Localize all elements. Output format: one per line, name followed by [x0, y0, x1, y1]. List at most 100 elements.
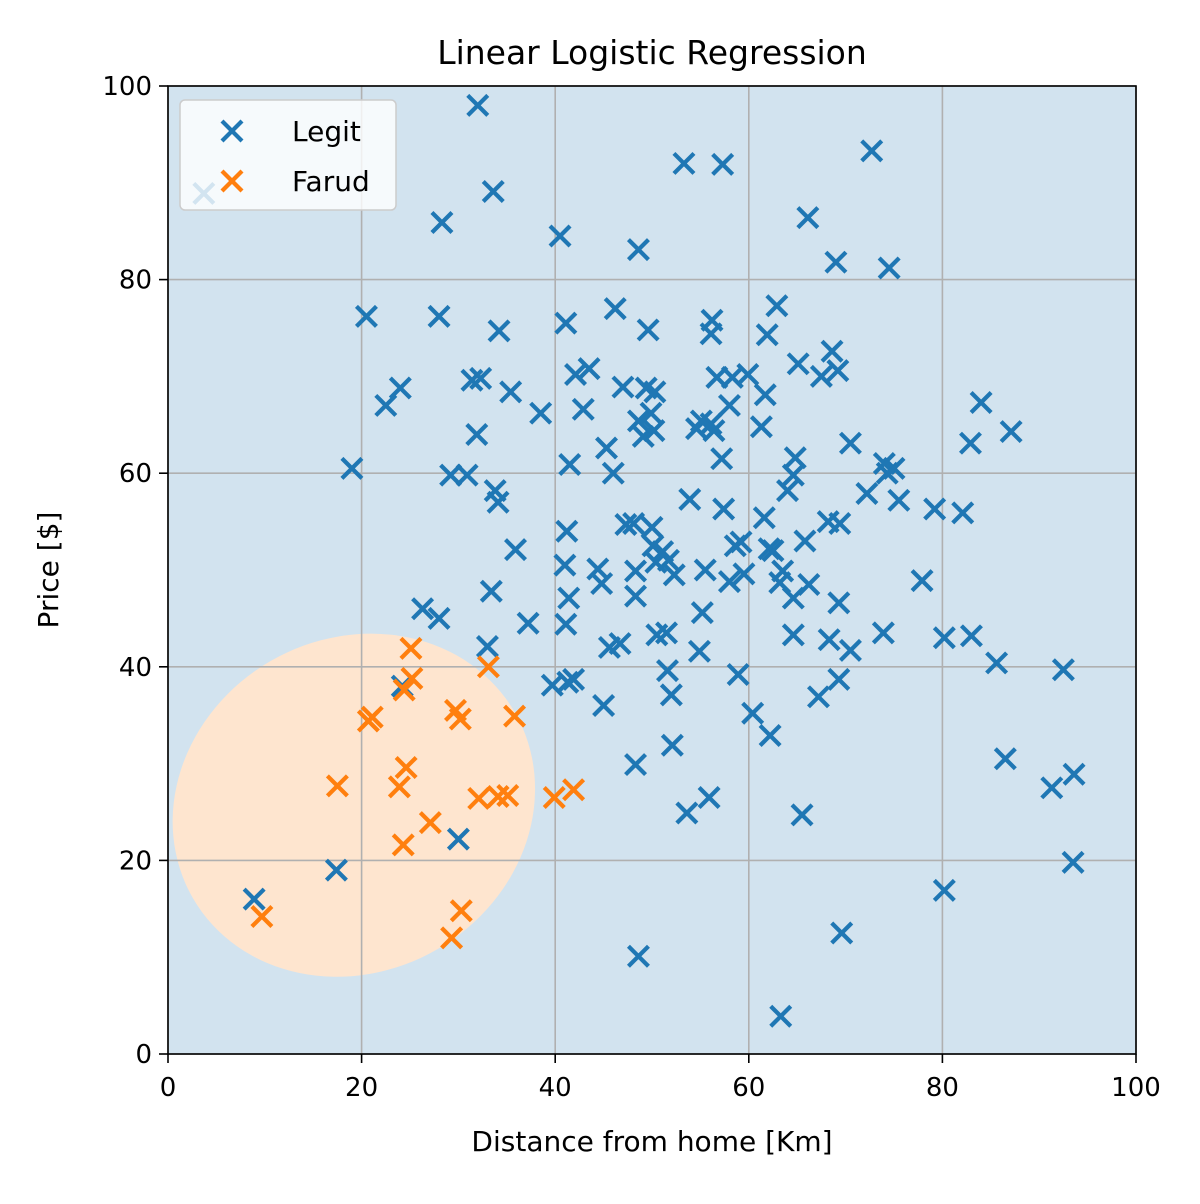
legit-point: [741, 701, 765, 725]
legit-point: [672, 151, 696, 175]
legit-point: [1040, 776, 1064, 800]
legit-point: [796, 206, 820, 230]
legit-point: [838, 431, 862, 455]
legend-marker-farud: [220, 169, 244, 193]
legit-point: [558, 453, 582, 476]
legit-point: [830, 921, 854, 945]
legit-point: [659, 683, 683, 707]
legit-point: [504, 538, 527, 562]
legit-point: [755, 323, 779, 347]
legit-point: [783, 446, 807, 470]
legit-point: [626, 238, 650, 262]
legit-point: [439, 463, 463, 487]
x-tick-label: 20: [345, 1073, 378, 1103]
legit-point: [726, 663, 750, 687]
legit-point: [824, 250, 848, 274]
legit-point: [571, 397, 595, 421]
farud-point: [250, 905, 274, 929]
legit-point: [590, 572, 614, 596]
legit-point: [871, 621, 895, 645]
legit-point: [887, 488, 911, 512]
legit-point: [827, 591, 851, 615]
y-tick-label: 0: [135, 1040, 152, 1070]
legit-point: [548, 224, 572, 248]
legit-point: [562, 667, 586, 691]
legit-point: [729, 530, 753, 554]
legit-point: [736, 362, 760, 386]
legit-point: [577, 357, 601, 381]
legit-point: [354, 304, 378, 328]
legit-point: [699, 412, 723, 436]
legit-point: [603, 297, 627, 321]
legit-point: [749, 415, 773, 439]
legit-point: [481, 180, 505, 203]
legit-point: [465, 422, 489, 446]
legit-point: [752, 506, 776, 530]
legit-point: [910, 569, 934, 593]
legit-point: [466, 93, 490, 117]
x-axis-label: Distance from home [Km]: [471, 1125, 832, 1158]
legit-point: [776, 479, 800, 503]
legit-point: [486, 490, 510, 514]
legit-point: [700, 308, 724, 332]
legit-point: [614, 513, 638, 536]
legit-point: [516, 611, 540, 635]
farud-point: [394, 755, 418, 779]
farud-point: [449, 899, 473, 923]
legit-point: [771, 559, 795, 583]
legit-point: [611, 375, 635, 399]
legit-point: [793, 529, 817, 553]
legit-point: [828, 512, 852, 536]
legit-point: [797, 573, 821, 597]
legit-point: [660, 733, 684, 757]
farud-point: [360, 705, 384, 729]
legit-point: [786, 352, 810, 376]
legit-point: [601, 461, 625, 485]
x-tick-label: 60: [732, 1073, 765, 1103]
farud-point: [562, 778, 586, 802]
legit-point: [1062, 762, 1086, 786]
farud-point: [496, 784, 520, 808]
legit-point: [827, 667, 851, 691]
legit-point: [769, 1004, 793, 1028]
legit-point: [487, 319, 511, 343]
farud-point: [448, 707, 472, 731]
legit-point: [622, 512, 646, 536]
legit-point: [388, 376, 412, 400]
legit-point: [626, 944, 650, 968]
legend-label-legit: Legit: [292, 115, 361, 148]
axis-ticks: 0 20 40 60 80 100 0 20 40 60 80 100: [102, 72, 1160, 1103]
farud-point: [325, 774, 349, 798]
legit-point: [624, 753, 648, 777]
legit-point: [765, 294, 789, 318]
legit-point: [624, 584, 648, 608]
legit-point: [631, 424, 655, 448]
farud-point: [542, 785, 566, 809]
legit-point: [758, 724, 782, 748]
legit-point: [656, 659, 679, 683]
legit-point: [475, 634, 499, 658]
legit-point: [999, 420, 1023, 444]
legit-point: [1051, 658, 1075, 682]
legit-point: [710, 447, 734, 471]
y-axis-label: Price [$]: [32, 512, 65, 629]
legit-point: [820, 339, 844, 363]
legit-point: [636, 318, 660, 342]
x-tick-label: 80: [926, 1073, 959, 1103]
legend: Legit Farud: [179, 99, 397, 211]
farud-point: [476, 655, 500, 679]
legit-point: [781, 623, 805, 647]
legit-point: [702, 419, 726, 443]
legit-point: [642, 419, 666, 443]
scatter-points: [192, 93, 1086, 1028]
legit-point: [969, 391, 993, 415]
legit-point: [624, 559, 648, 583]
y-tick-label: 100: [102, 72, 152, 102]
legit-point: [656, 548, 680, 572]
legit-point: [557, 586, 581, 610]
legit-point: [626, 409, 650, 433]
farud-point: [467, 786, 491, 810]
legit-point: [678, 487, 702, 511]
